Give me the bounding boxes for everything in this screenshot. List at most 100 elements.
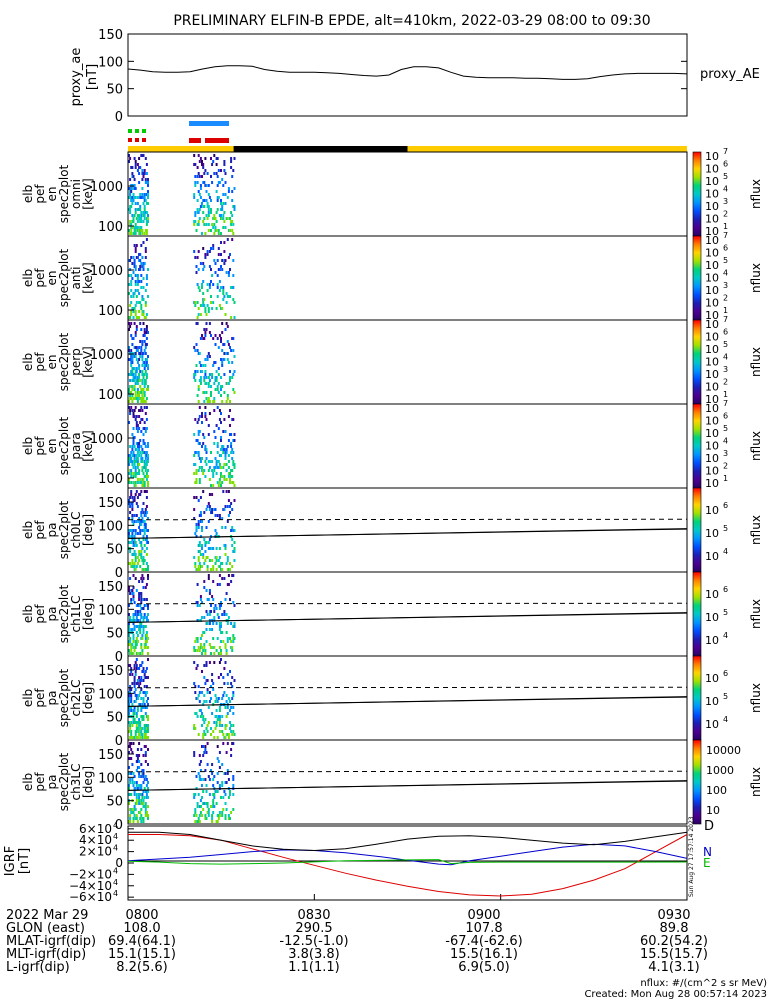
spectrogram-cell: [201, 601, 203, 604]
spectrogram-cell: [133, 178, 136, 181]
spectrogram-cell: [138, 181, 141, 184]
spectrogram-cell: [208, 700, 211, 703]
spectrogram-cell: [143, 730, 146, 733]
spectrogram-cell: [218, 766, 221, 769]
spectrogram-cell: [132, 439, 135, 442]
spectrogram-cell: [227, 295, 230, 298]
spectrogram-cell: [138, 721, 141, 724]
spectrogram-cell: [130, 334, 133, 337]
spectrogram-cell: [216, 460, 219, 463]
spectrogram-cell: [223, 691, 226, 694]
spectrogram-cell: [145, 163, 148, 166]
spectrogram-cell: [130, 598, 133, 601]
zone-mark: [142, 138, 146, 142]
spectrogram-cell: [128, 586, 130, 589]
spectrogram-cell: [220, 412, 222, 415]
spectrogram-cell: [130, 274, 133, 277]
spectrogram-cell: [211, 814, 214, 817]
spectrogram-cell: [133, 388, 136, 391]
spectrogram-cell: [133, 544, 136, 547]
spectrogram-cell: [144, 727, 147, 730]
colorbar-tick-exp: 7: [723, 399, 728, 408]
spectrogram-cell: [138, 784, 141, 787]
spectrogram-cell: [132, 412, 135, 415]
spectrogram-cell: [130, 469, 133, 472]
spectrogram-cell: [221, 259, 224, 262]
spectrogram-cell: [142, 586, 145, 589]
spectrogram-cell: [140, 616, 143, 619]
spectrogram-cell: [131, 367, 134, 370]
ytick-label: 100: [98, 771, 123, 786]
spectrogram-cell: [198, 604, 201, 607]
spectrogram-cell: [142, 277, 145, 280]
spectrogram-cell: [128, 712, 130, 715]
spectrogram-cell: [227, 460, 230, 463]
spectrogram-cell: [194, 211, 197, 214]
spectrogram-cell: [203, 730, 206, 733]
spectrogram-cell: [130, 289, 133, 292]
spectrogram-cell: [202, 736, 205, 739]
spectrogram-cell: [129, 652, 132, 655]
spectrogram-cell: [212, 337, 215, 340]
spectrogram-cell: [210, 451, 212, 454]
spectrogram-cell: [140, 688, 143, 691]
spectrogram-cell: [223, 160, 226, 163]
spectrogram-cell: [139, 379, 142, 382]
spectrogram-cell: [221, 631, 224, 634]
spectrogram-cell: [193, 223, 196, 226]
spectrogram-cell: [202, 553, 205, 556]
spectrogram-cell: [204, 253, 207, 256]
spectrogram-cell: [193, 727, 196, 730]
spectrogram-cell: [211, 181, 214, 184]
spectrogram-cell: [135, 415, 138, 418]
spectrogram-cell: [139, 391, 142, 394]
spectrogram-cell: [138, 811, 141, 814]
spectrogram-cell: [194, 463, 197, 466]
spectrogram-cell: [233, 463, 236, 466]
spectrogram-cell: [204, 718, 207, 721]
spectrogram-cell: [128, 703, 130, 706]
spectrogram-cell: [226, 622, 229, 625]
spectrogram-cell: [212, 730, 215, 733]
spectrogram-cell: [142, 478, 145, 481]
spectrogram-cell: [136, 610, 139, 613]
spectrogram-cell: [142, 577, 145, 580]
spectrogram-cell: [144, 316, 147, 319]
spectrogram-cell: [135, 379, 138, 382]
spectrogram-cell: [226, 445, 229, 448]
footer-value: 6.9(5.0): [458, 960, 510, 975]
spectrogram-cell: [205, 190, 208, 193]
spectrogram-cell: [199, 304, 202, 307]
spectrogram-cell: [205, 418, 208, 421]
panel-label: para: [69, 432, 83, 459]
spectrogram-cell: [210, 268, 212, 271]
spectrogram-cell: [147, 658, 149, 661]
spectrogram-cell: [130, 733, 133, 736]
spectrogram-cell: [199, 805, 202, 808]
spectrogram-cell: [136, 619, 139, 622]
spectrogram-cell: [205, 589, 208, 592]
spectrogram-cell: [144, 691, 147, 694]
spectrogram-cell: [129, 745, 132, 748]
spectrogram-cell: [141, 772, 144, 775]
spectrogram-cell: [134, 382, 137, 385]
spectrogram-cell: [136, 457, 139, 460]
colorbar-tick: 10: [705, 356, 719, 369]
spectrogram-cell: [217, 715, 220, 718]
panel-label: [keV]: [81, 262, 95, 293]
spectrogram-cell: [225, 292, 228, 295]
spectrogram-cell: [131, 343, 134, 346]
spectrogram-cell: [193, 433, 196, 436]
spectrogram-cell: [131, 370, 134, 373]
spectrogram-cell: [218, 565, 221, 568]
spectrogram-cell: [215, 607, 218, 610]
spectrogram-cell: [213, 361, 216, 364]
spectrogram-cell: [207, 706, 210, 709]
spectrogram-cell: [140, 808, 143, 811]
spectrogram-cell: [147, 718, 149, 721]
spectrogram-cell: [134, 373, 137, 376]
spectrogram-cell: [223, 352, 226, 355]
ytick-exp: 4: [113, 889, 118, 898]
spectrogram-cell: [141, 484, 144, 487]
